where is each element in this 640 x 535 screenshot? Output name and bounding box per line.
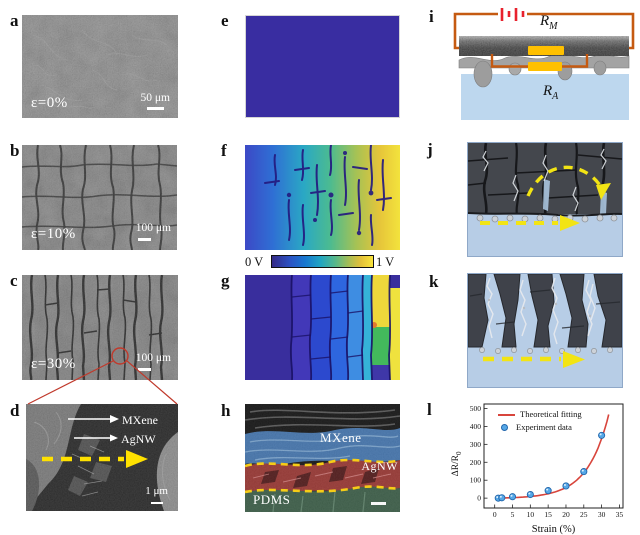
panel-i-label: i — [429, 7, 434, 26]
svg-text:30: 30 — [598, 510, 606, 519]
scalebar-100um-bar-c — [138, 368, 151, 371]
scalebar-100um-text-b: 100 μm — [135, 221, 171, 234]
panel-j-crack-schematic — [467, 142, 623, 257]
agnw-particles-k — [479, 347, 613, 354]
strain-resistance-plot: 0 5 10 15 20 25 30 35 0 100 200 300 400 500 — [470, 403, 624, 519]
voltage-map-gradient-graphic — [245, 145, 400, 250]
strain-10pct-text: ε=10% — [31, 226, 76, 242]
svg-text:5: 5 — [511, 510, 515, 519]
voltage-colorbar — [271, 255, 374, 268]
panel-j-label: j — [427, 140, 433, 159]
mxene-layer-label: MXene — [320, 430, 362, 445]
scalebar-100um-text-c: 100 μm — [135, 351, 171, 364]
svg-text:10: 10 — [527, 510, 535, 519]
panel-c-label: c — [10, 271, 18, 290]
chart-legend: Theoretical fitting Experiment data — [498, 408, 582, 434]
rm-resistor — [528, 46, 564, 55]
crack-schematic-graphic-j — [468, 143, 622, 256]
panel-k-crack-schematic — [467, 273, 623, 388]
panel-d-label: d — [10, 401, 20, 420]
panel-f-voltage-map-10pct — [245, 145, 400, 250]
y-axis-label: ΔR/R0 — [451, 451, 463, 477]
tortuous-current-arrow — [526, 165, 611, 200]
interface-current-arrow-k — [483, 351, 585, 368]
scalebar-50um-bar — [147, 107, 164, 110]
scalebar-1um-text: 1 μm — [145, 485, 168, 497]
panel-a-label: a — [10, 11, 19, 30]
panel-f-label: f — [221, 141, 227, 160]
svg-text:200: 200 — [470, 458, 482, 467]
strain-0pct-text: ε=0% — [31, 95, 68, 111]
mxene-annotation: MXene — [122, 413, 158, 427]
agnw-pointer-arrow — [74, 434, 118, 442]
svg-text:20: 20 — [562, 510, 570, 519]
battery-icon — [500, 8, 525, 21]
ra-resistance-label: RA — [543, 83, 559, 102]
svg-text:35: 35 — [616, 510, 624, 519]
colorbar-min-label: 0 V — [245, 255, 264, 269]
data-point-label: Experiment data — [516, 422, 572, 433]
circuit-graphic — [453, 8, 635, 120]
voltage-map-bands-graphic — [245, 275, 400, 380]
panel-g-voltage-map-30pct — [245, 275, 400, 380]
scalebar-100um-bar-b — [138, 238, 151, 241]
panel-b-label: b — [10, 141, 20, 160]
sem-10pct-graphic — [22, 145, 177, 250]
fit-line-swatch — [498, 413, 515, 416]
panel-k-label: k — [429, 272, 439, 291]
data-point-swatch — [501, 424, 508, 431]
sem-zoom-graphic — [26, 404, 178, 511]
panel-e-voltage-map-0pct — [245, 15, 400, 118]
svg-text:300: 300 — [470, 440, 482, 449]
svg-text:400: 400 — [470, 422, 482, 431]
colorbar-max-label: 1 V — [376, 255, 395, 269]
ra-resistor — [528, 62, 562, 71]
svg-text:500: 500 — [470, 404, 482, 413]
svg-text:0: 0 — [477, 494, 481, 503]
interface-current-arrow-j — [480, 215, 580, 231]
legend-fit-row: Theoretical fitting — [498, 408, 582, 421]
svg-text:0: 0 — [493, 510, 497, 519]
pdms-layer-label: PDMS — [253, 492, 291, 507]
outer-circuit-wire — [453, 12, 635, 50]
panel-l-label: l — [427, 400, 432, 419]
scalebar-50um-text: 50 μm — [140, 91, 171, 104]
agnw-annotation: AgNW — [121, 432, 156, 446]
cross-section-graphic — [245, 404, 400, 512]
rm-resistance-label: RM — [540, 13, 558, 32]
panel-c-sem-image: ε=30% 100 μm — [22, 275, 178, 380]
scalebar-1um-bar — [151, 501, 163, 504]
panel-d-sem-zoom-image: 1 μm MXene AgNW — [26, 404, 178, 511]
legend-data-row: Experiment data — [498, 421, 582, 434]
sem-0pct-graphic — [22, 15, 178, 118]
svg-text:25: 25 — [580, 510, 588, 519]
panel-i-circuit-schematic: RM RA — [445, 8, 635, 123]
x-axis-label: Strain (%) — [531, 524, 576, 535]
strain-30pct-text: ε=30% — [31, 356, 76, 372]
crack-schematic-graphic-k — [468, 274, 622, 387]
fit-line-label: Theoretical fitting — [520, 409, 582, 420]
agnw-layer-label: AgNW — [361, 459, 398, 473]
panel-l-strain-chart: 0 5 10 15 20 25 30 35 0 100 200 300 400 500 Theoretic… — [450, 396, 635, 535]
panel-h-cross-section-image: MXene AgNW PDMS — [245, 404, 400, 512]
panel-h-label: h — [221, 401, 231, 420]
panel-b-sem-image: ε=10% 100 μm — [22, 145, 177, 250]
panel-g-label: g — [221, 271, 230, 290]
panel-a-sem-image: ε=0% 50 μm — [22, 15, 178, 118]
mxene-pointer-arrow — [68, 415, 119, 423]
panel-e-label: e — [221, 11, 229, 30]
svg-text:100: 100 — [470, 476, 482, 485]
inner-circuit-wire — [490, 54, 589, 68]
crack-path-arrow — [42, 450, 148, 468]
svg-text:15: 15 — [544, 510, 552, 519]
